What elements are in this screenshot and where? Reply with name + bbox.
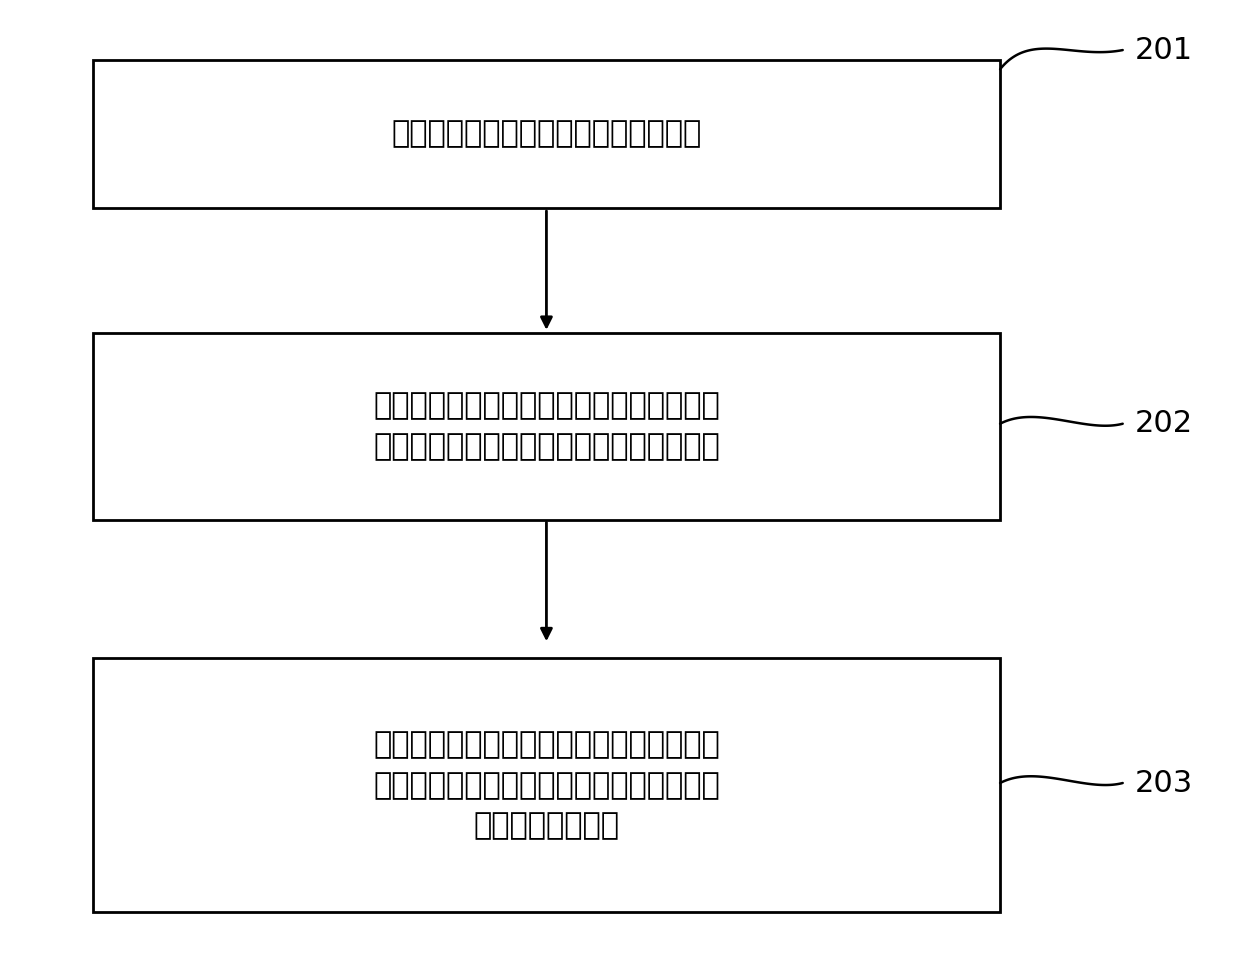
Bar <box>93 332 1001 519</box>
Bar <box>93 59 1001 208</box>
Bar <box>93 658 1001 913</box>
Text: 利用成像系统通过所述聚焦超声换能器的成
像孔捕捉并生成所述光源照射的动物大脑表
面特定位置的图像: 利用成像系统通过所述聚焦超声换能器的成 像孔捕捉并生成所述光源照射的动物大脑表 … <box>373 730 719 841</box>
Text: 对聚焦超声换能器输入脉冲式驱动电压: 对聚焦超声换能器输入脉冲式驱动电压 <box>392 120 702 149</box>
Text: 202: 202 <box>1135 409 1193 438</box>
Text: 利用光源通过所述聚焦超声换能器的成像孔
对所述动物的大脑皮层表面的成像范围照明: 利用光源通过所述聚焦超声换能器的成像孔 对所述动物的大脑皮层表面的成像范围照明 <box>373 392 719 461</box>
Text: 201: 201 <box>1135 36 1193 64</box>
Text: 203: 203 <box>1135 769 1193 797</box>
